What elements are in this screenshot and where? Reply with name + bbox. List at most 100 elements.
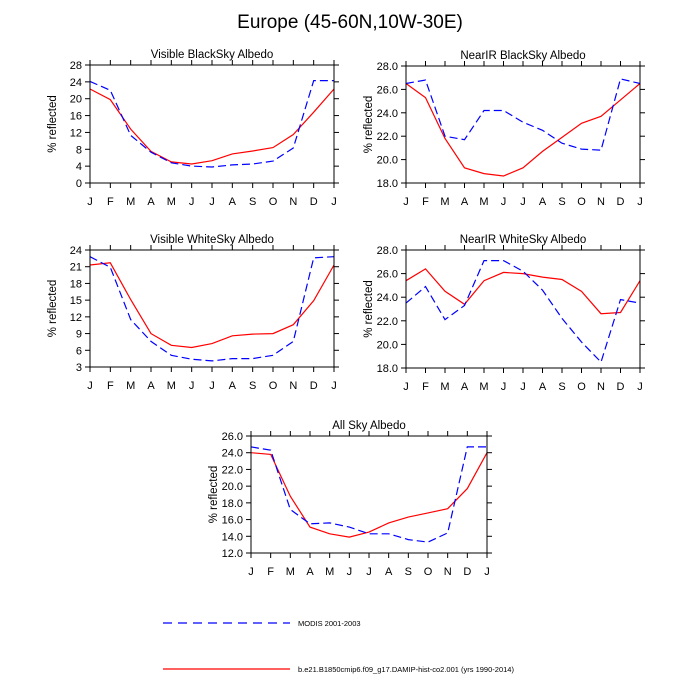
chart-title: All Sky Albedo (332, 420, 406, 432)
series-line-model (405, 268, 641, 315)
x-tick-label: M (440, 381, 449, 393)
x-tick-label: M (286, 566, 295, 578)
y-tick-label: 20.0 (377, 155, 398, 167)
x-tick-label: M (479, 381, 488, 393)
x-tick-label: D (617, 196, 625, 208)
x-tick-label: J (87, 196, 93, 208)
y-tick-label: 14.0 (222, 531, 243, 543)
chart-panel: Visible BlackSky Albedo % reflected 0 4 8 12 1… (47, 49, 339, 208)
y-tick-label: 20.0 (377, 339, 398, 351)
chart-panel: NearIR BlackSky Albedo % reflected 18.0 20.… (363, 50, 645, 208)
y-axis-label: % reflected (47, 95, 59, 153)
y-axis-label: % reflected (363, 96, 375, 154)
plot-frame (405, 249, 641, 369)
chart-title: NearIR BlackSky Albedo (460, 50, 585, 62)
x-tick-label: N (289, 196, 297, 208)
x-tick-label: F (107, 196, 114, 208)
x-tick-label: J (189, 380, 195, 392)
x-tick-label: F (107, 380, 114, 392)
plot-frame (405, 65, 641, 184)
x-tick-label: N (597, 196, 605, 208)
x-tick-label: J (520, 196, 526, 208)
series-line-modis (405, 260, 641, 364)
x-tick-label: J (637, 381, 643, 393)
x-tick-label: J (366, 566, 372, 578)
y-tick-label: 12 (70, 127, 82, 139)
x-tick-label: D (310, 380, 318, 392)
y-tick-label: 6 (76, 345, 82, 357)
y-tick-label: 18.0 (377, 178, 398, 190)
y-tick-label: 20.0 (222, 481, 243, 493)
series-line-model (89, 262, 335, 349)
x-tick-label: J (248, 566, 254, 578)
x-tick-label: A (461, 381, 469, 393)
x-tick-label: S (249, 196, 256, 208)
y-tick-label: 4 (76, 161, 82, 173)
chart-panels: Visible BlackSky Albedo % reflected 0 4 8 12 1… (47, 49, 645, 578)
chart-panel: All Sky Albedo % reflected 12.0 14.0 16.0 18.… (208, 420, 492, 578)
x-tick-label: A (147, 196, 155, 208)
x-tick-label: O (577, 196, 586, 208)
x-tick-label: F (422, 196, 429, 208)
x-tick-label: J (209, 196, 215, 208)
x-tick-label: A (229, 196, 237, 208)
y-tick-label: 28 (70, 60, 82, 72)
series-line-model (89, 88, 335, 165)
y-tick-label: 24.0 (377, 292, 398, 304)
x-tick-label: F (267, 566, 274, 578)
x-tick-label: N (444, 566, 452, 578)
y-tick-label: 18.0 (377, 363, 398, 375)
y-tick-label: 24 (70, 245, 82, 257)
x-tick-label: J (403, 381, 409, 393)
y-tick-label: 8 (76, 144, 82, 156)
x-tick-label: A (147, 380, 155, 392)
x-tick-label: M (126, 380, 135, 392)
x-tick-label: O (424, 566, 433, 578)
y-tick-label: 18.0 (222, 498, 243, 510)
x-tick-label: J (347, 566, 353, 578)
y-tick-label: 26.0 (377, 269, 398, 281)
x-tick-label: A (539, 196, 547, 208)
x-tick-label: O (577, 381, 586, 393)
x-tick-label: J (403, 196, 409, 208)
x-tick-label: D (617, 381, 625, 393)
series-line-model (405, 83, 641, 177)
series-line-modis (89, 79, 334, 168)
y-tick-label: 3 (76, 362, 82, 374)
x-tick-label: J (331, 196, 337, 208)
y-tick-label: 28.0 (377, 245, 398, 257)
plot-frame (89, 64, 335, 184)
x-tick-label: J (501, 196, 507, 208)
x-tick-label: M (167, 196, 176, 208)
x-tick-label: S (249, 380, 256, 392)
y-tick-label: 22.0 (222, 464, 243, 476)
y-tick-label: 16 (70, 111, 82, 123)
x-tick-label: D (310, 196, 318, 208)
y-tick-label: 22.0 (377, 131, 398, 143)
chart-title: Visible WhiteSky Albedo (150, 234, 274, 246)
y-tick-label: 9 (76, 329, 82, 341)
series-line-modis (89, 256, 335, 362)
x-tick-label: O (269, 196, 278, 208)
chart-title: NearIR WhiteSky Albedo (460, 234, 587, 246)
y-tick-label: 20 (70, 94, 82, 106)
x-tick-label: J (501, 381, 507, 393)
y-tick-label: 26.0 (377, 84, 398, 96)
y-tick-label: 24.0 (222, 448, 243, 460)
x-tick-label: M (440, 196, 449, 208)
y-tick-label: 22.0 (377, 316, 398, 328)
y-tick-label: 18 (70, 278, 82, 290)
plot-frame (89, 249, 335, 368)
x-tick-label: S (405, 566, 412, 578)
x-tick-label: N (597, 381, 605, 393)
x-tick-label: A (461, 196, 469, 208)
x-tick-label: O (269, 380, 278, 392)
x-tick-label: N (289, 380, 297, 392)
y-tick-label: 12 (70, 312, 82, 324)
x-tick-label: S (558, 381, 565, 393)
x-tick-label: S (558, 196, 565, 208)
y-tick-label: 16.0 (222, 515, 243, 527)
y-tick-label: 21 (70, 262, 82, 274)
x-tick-label: J (637, 196, 643, 208)
chart-panel: NearIR WhiteSky Albedo % reflected 18.0 20.… (363, 234, 645, 393)
